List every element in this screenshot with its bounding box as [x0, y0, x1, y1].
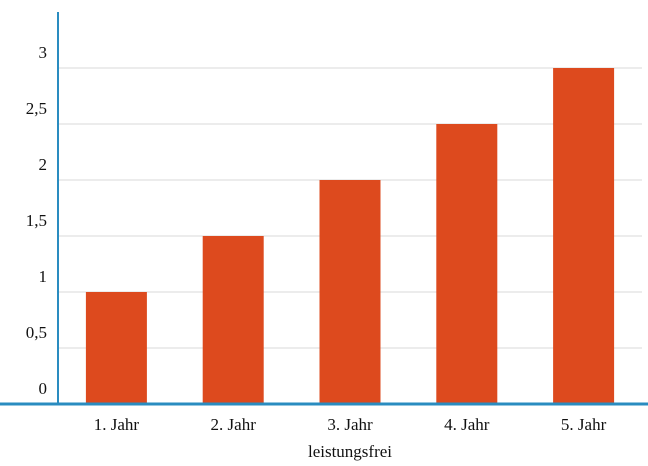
bar — [553, 68, 615, 404]
y-tick-label: 2,5 — [26, 99, 47, 118]
x-tick-label: 1. Jahr — [94, 415, 140, 434]
x-axis-title: leistungsfrei — [308, 442, 392, 461]
axes — [0, 12, 648, 406]
bars — [85, 68, 615, 404]
y-tick-label: 3 — [39, 43, 48, 62]
x-tick-label: 4. Jahr — [444, 415, 490, 434]
y-tick-label: 0 — [39, 379, 48, 398]
bar — [85, 292, 147, 404]
y-tick-label: 0,5 — [26, 323, 47, 342]
y-tick-labels: 0 0,5 1 1,5 2 2,5 3 — [26, 43, 47, 398]
x-tick-label: 2. Jahr — [211, 415, 257, 434]
bar — [319, 180, 381, 404]
y-tick-label: 2 — [39, 155, 48, 174]
y-tick-label: 1 — [39, 267, 48, 286]
y-tick-label: 1,5 — [26, 211, 47, 230]
bar — [436, 124, 498, 404]
bar — [202, 236, 264, 404]
x-tick-labels: 1. Jahr 2. Jahr 3. Jahr 4. Jahr 5. Jahr — [94, 415, 607, 434]
x-tick-label: 3. Jahr — [327, 415, 373, 434]
x-tick-label: 5. Jahr — [561, 415, 607, 434]
